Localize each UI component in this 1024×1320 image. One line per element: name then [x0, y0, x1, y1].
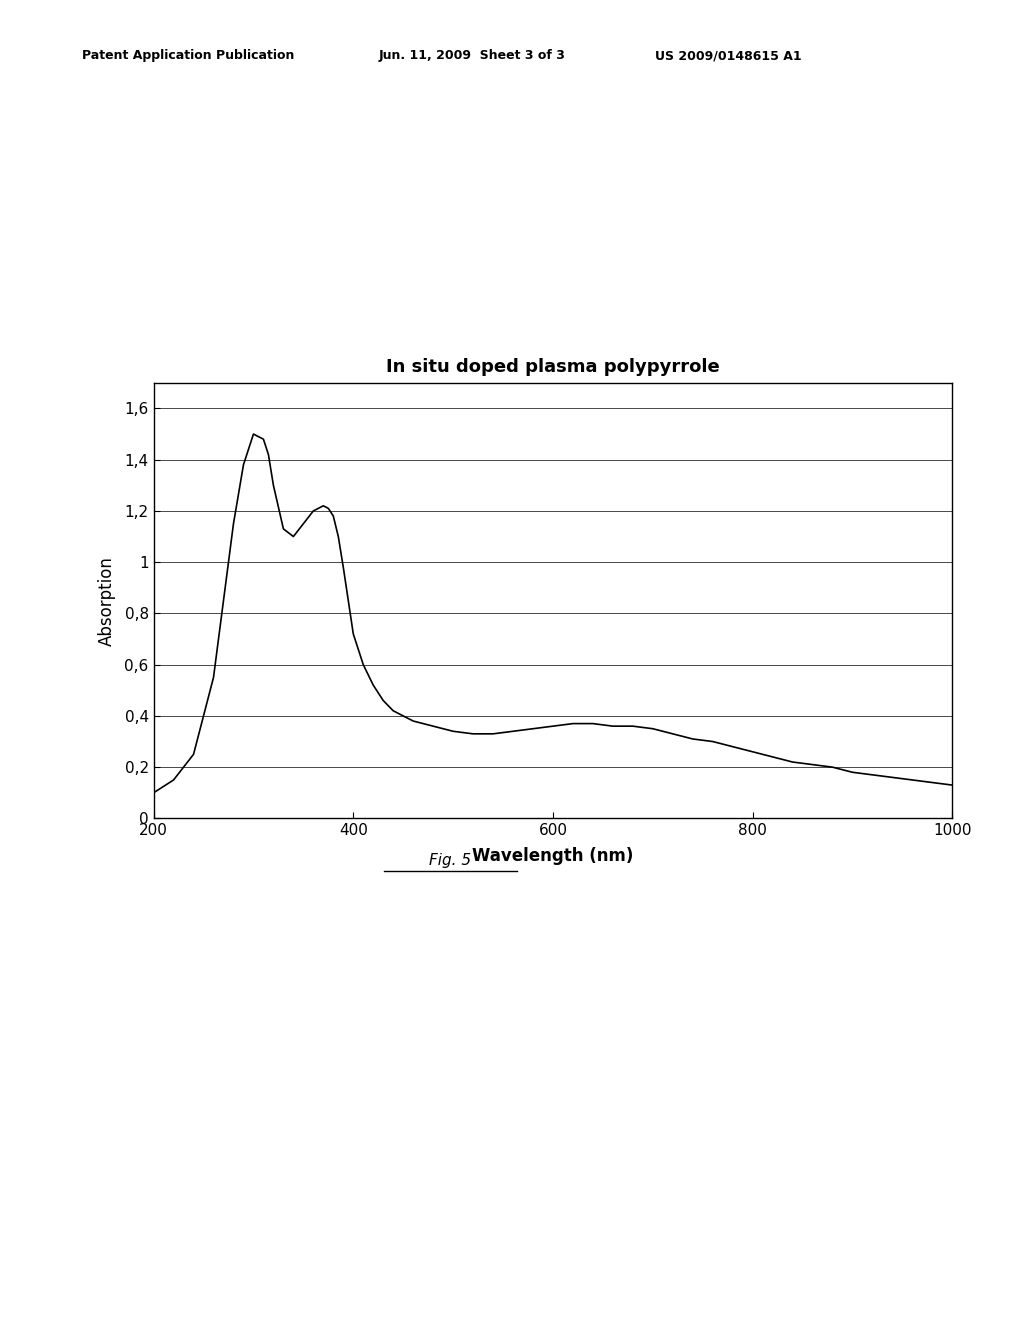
- Title: In situ doped plasma polypyrrole: In situ doped plasma polypyrrole: [386, 358, 720, 376]
- Text: Jun. 11, 2009  Sheet 3 of 3: Jun. 11, 2009 Sheet 3 of 3: [379, 49, 565, 62]
- Text: US 2009/0148615 A1: US 2009/0148615 A1: [655, 49, 802, 62]
- Y-axis label: Absorption: Absorption: [98, 556, 116, 645]
- X-axis label: Wavelength (nm): Wavelength (nm): [472, 846, 634, 865]
- Text: Fig. 5: Fig. 5: [429, 853, 472, 867]
- Text: Patent Application Publication: Patent Application Publication: [82, 49, 294, 62]
